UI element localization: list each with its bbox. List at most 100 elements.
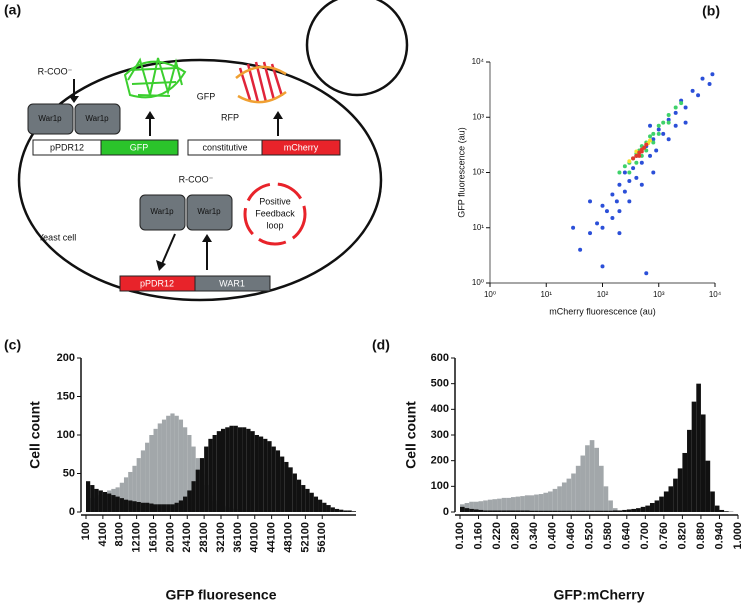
histogram-bar [254, 435, 259, 512]
histogram-bar [157, 423, 162, 512]
histogram-bar [636, 508, 641, 512]
scatter-point [690, 88, 695, 93]
y-tick-label: 200 [57, 352, 75, 364]
x-tick-label: 100 [80, 522, 92, 540]
histogram-bar [705, 460, 711, 512]
scatter-point [617, 209, 622, 214]
x-tick-label: 12100 [131, 522, 143, 553]
x-tick-label: 56100 [316, 522, 328, 553]
histogram-bar [250, 431, 255, 512]
histogram-bar [469, 501, 474, 512]
histogram-bar [183, 496, 188, 512]
histogram-bar [166, 415, 171, 512]
histogram-bar [608, 500, 613, 512]
histogram-bar [94, 488, 99, 512]
histogram-bar [161, 419, 167, 512]
x-tick-label: 0.880 [695, 522, 707, 550]
histogram-bar [673, 478, 678, 512]
reporter-label: GFP [197, 91, 216, 101]
scatter-point [600, 225, 605, 230]
scatter-point [656, 123, 661, 128]
histogram-bar [136, 458, 141, 512]
scatter-point [707, 81, 712, 86]
scatter-point [644, 142, 649, 147]
arrow-head [273, 111, 283, 119]
scatter-point [648, 138, 653, 143]
histogram-bar [132, 501, 137, 512]
x-tick-label: 16100 [147, 522, 159, 553]
scatter-point [654, 148, 659, 153]
histogram-bar [534, 510, 539, 512]
scatter-point [644, 271, 649, 276]
scatter-point [673, 105, 678, 110]
y-tick-label: 150 [57, 390, 75, 402]
x-tick-label: 10⁴ [709, 290, 722, 299]
scatter-point [666, 137, 671, 142]
scatter-point [588, 199, 593, 204]
y-tick-label: 500 [431, 378, 449, 390]
protein-label: War1p [85, 114, 109, 123]
gfp-structure [123, 57, 187, 99]
histogram-bar [132, 465, 137, 512]
x-axis-label: GFP:mCherry [553, 587, 644, 603]
war1p-box [74, 103, 121, 135]
histogram-bar [313, 496, 319, 512]
histogram-bar [492, 510, 498, 512]
histogram-bar [140, 502, 146, 512]
histogram-bar [178, 419, 184, 512]
scatter-point [651, 131, 656, 136]
histogram-bar [538, 510, 544, 512]
histogram-bar [608, 510, 613, 512]
histogram-bar [487, 510, 493, 512]
histogram-bar [622, 509, 627, 512]
x-tick-label: 52100 [299, 522, 311, 553]
histogram-bar [305, 488, 310, 512]
x-tick-label: 0.460 [565, 522, 577, 550]
histogram-bar [301, 485, 306, 512]
histogram-bar [136, 501, 141, 512]
bud-outline [305, 0, 409, 97]
histogram-bar [626, 509, 632, 512]
histogram-bar [687, 429, 692, 512]
construct-label: constitutive [202, 142, 247, 152]
histogram-bar [654, 500, 660, 512]
histogram-bar [645, 505, 650, 512]
histogram-bar [464, 503, 470, 512]
x-tick-label: 4100 [97, 522, 109, 546]
histogram-bar [575, 510, 581, 512]
histogram-bar [719, 509, 725, 512]
histogram-bar [119, 498, 124, 512]
histogram-bar [343, 510, 348, 512]
scatter-point [639, 160, 644, 165]
histogram-bar [187, 435, 192, 512]
histogram-bar [460, 506, 465, 512]
scatter-point [639, 149, 644, 154]
scatter-point [622, 170, 627, 175]
histogram-bar [351, 511, 356, 512]
construct-label: WAR1 [219, 278, 245, 288]
histogram-bar [115, 496, 120, 512]
histogram-bar [501, 497, 507, 512]
histogram-bar [149, 503, 154, 512]
histogram-bar [322, 502, 327, 512]
x-tick-label: 0.340 [528, 522, 540, 550]
x-tick-label: 10² [597, 290, 609, 299]
scatter-point [571, 225, 576, 230]
x-axis-label: GFP fluoresence [165, 587, 276, 603]
histogram-bar [267, 441, 272, 512]
histogram-bar [585, 445, 590, 512]
histogram-bar [330, 507, 335, 512]
histogram-bar [515, 496, 521, 512]
x-tick-label: 32100 [215, 522, 227, 553]
histogram-bar [506, 497, 511, 512]
ligand: R-COO⁻ [179, 174, 214, 184]
histogram-bar [145, 442, 150, 512]
histogram-bar [153, 504, 158, 512]
histogram-bar [246, 428, 251, 512]
x-tick-label: 24100 [181, 522, 193, 553]
scatter-point [666, 120, 671, 125]
histogram-bar [548, 491, 553, 512]
histogram-bar [102, 491, 108, 512]
cell-outline [17, 58, 383, 302]
